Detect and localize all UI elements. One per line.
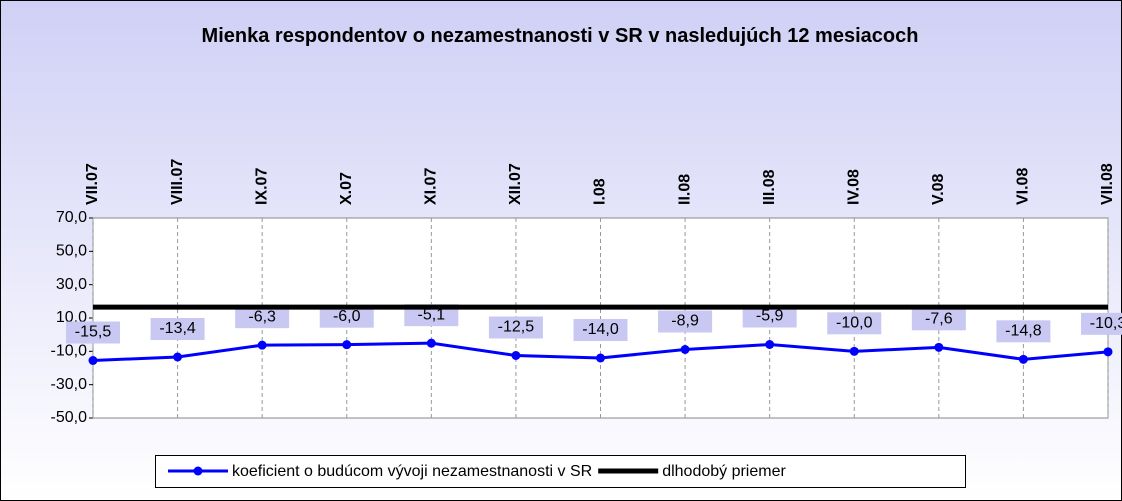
x-tick-label: I.08	[592, 178, 609, 205]
data-label-box	[1081, 312, 1122, 335]
data-label: -6,0	[333, 308, 361, 325]
data-label: -12,5	[498, 319, 535, 336]
data-point	[680, 345, 690, 354]
x-tick-label: V.08	[930, 173, 947, 205]
data-label: -10,0	[836, 315, 873, 332]
y-tick-label: -50,0	[51, 409, 88, 426]
legend-marker	[193, 466, 203, 476]
data-label: -14,0	[582, 321, 619, 338]
data-label: -5,1	[418, 306, 446, 323]
data-point	[1103, 347, 1113, 357]
x-tick-label: X.07	[338, 172, 355, 205]
legend-box	[155, 455, 966, 488]
data-point	[342, 340, 352, 350]
x-tick-label: II.08	[676, 174, 693, 205]
data-label-box	[996, 320, 1051, 343]
data-label: -8,9	[671, 313, 699, 330]
data-point	[765, 340, 775, 349]
data-point	[173, 352, 183, 362]
data-label-box	[235, 306, 290, 329]
x-tick-label: VI.08	[1015, 168, 1032, 205]
data-label-box	[319, 305, 374, 328]
y-tick-label: 30,0	[56, 276, 87, 293]
data-point	[426, 338, 436, 348]
x-tick-label: IV.08	[845, 169, 862, 205]
x-tick-label: XII.07	[507, 163, 524, 205]
y-tick-label: -10,0	[51, 343, 88, 360]
data-label: -7,6	[925, 311, 953, 328]
x-tick-label: IX.07	[253, 168, 270, 205]
data-point	[934, 342, 944, 352]
data-label-box	[658, 310, 713, 333]
data-point	[257, 340, 267, 350]
data-label-box	[488, 316, 543, 339]
data-label-box	[66, 321, 120, 344]
data-point	[88, 356, 98, 365]
x-tick-label: VIII.07	[169, 159, 186, 205]
x-tick-label: III.08	[761, 169, 778, 205]
data-label-box	[911, 308, 966, 331]
x-tick-label: VII.07	[84, 163, 101, 205]
data-point	[511, 351, 521, 360]
x-tick-label: XI.07	[423, 168, 440, 205]
data-label: -15,5	[75, 324, 112, 341]
data-point	[1018, 354, 1028, 364]
y-tick-label: -30,0	[51, 376, 88, 393]
x-tick-label: VII.08	[1099, 163, 1116, 205]
data-label-box	[742, 305, 797, 328]
data-label: -13,4	[159, 320, 196, 337]
chart-title: Mienka respondentov o nezamestnanosti v …	[201, 25, 919, 47]
legend-label: koeficient o budúcom vývoji nezamestnano…	[232, 463, 592, 480]
data-label-box	[150, 318, 205, 340]
data-label: -6,3	[248, 308, 276, 325]
y-tick-label: 70,0	[56, 209, 87, 226]
data-label-box	[573, 319, 628, 341]
legend-label: dlhodobý priemer	[662, 463, 786, 480]
data-label: -10,3	[1090, 315, 1122, 332]
data-point	[596, 353, 605, 363]
data-label: -14,8	[1005, 323, 1042, 340]
y-tick-label: 50,0	[56, 243, 87, 260]
data-label: -5,9	[756, 308, 784, 325]
data-point	[849, 346, 859, 356]
data-label-box	[827, 312, 882, 335]
